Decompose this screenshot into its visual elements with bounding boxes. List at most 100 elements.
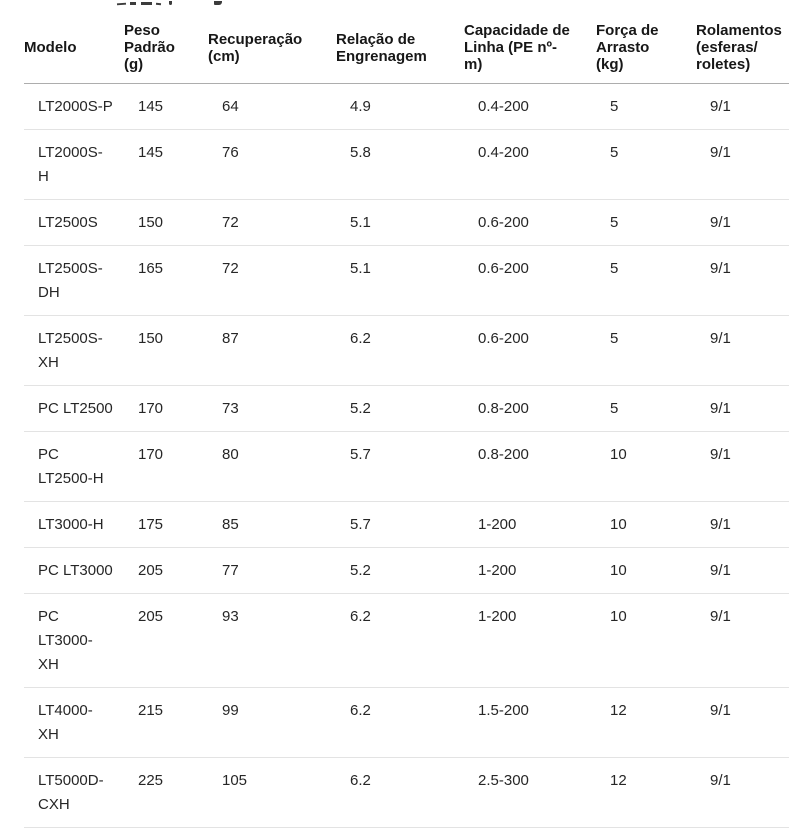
cell-relacao: 5.1	[336, 245, 464, 316]
cell-recuperacao: 77	[208, 547, 336, 594]
cell-capacidade: 0.8-200	[464, 385, 596, 432]
table-row: LT2500S- XH 150 87 6.2 0.6-200 5 9/1	[24, 315, 789, 386]
cell-rolamentos: 9/1	[696, 83, 789, 130]
cell-forca: 5	[596, 385, 696, 432]
reel-specs-table-container: Modelo Peso Padrão (g) Recuperação (cm) …	[24, 8, 789, 828]
cell-forca: 10	[596, 431, 696, 502]
cell-modelo: LT3000-H	[24, 501, 124, 548]
cell-forca: 12	[596, 757, 696, 828]
cell-rolamentos: 9/1	[696, 385, 789, 432]
cell-rolamentos: 9/1	[696, 757, 789, 828]
cell-forca: 5	[596, 315, 696, 386]
cell-capacidade: 0.6-200	[464, 315, 596, 386]
cell-capacidade: 1-200	[464, 501, 596, 548]
table-row: LT3000-H 175 85 5.7 1-200 10 9/1	[24, 501, 789, 548]
table-row: LT2000S- H 145 76 5.8 0.4-200 5 9/1	[24, 129, 789, 200]
cell-recuperacao: 72	[208, 199, 336, 246]
table-row: PC LT2500-H 170 80 5.7 0.8-200 10 9/1	[24, 431, 789, 502]
cell-modelo: LT2000S-P	[24, 83, 124, 130]
cell-modelo: LT5000D- CXH	[24, 757, 124, 828]
column-header-modelo: Modelo	[24, 8, 124, 84]
cell-capacidade: 2.5-300	[464, 757, 596, 828]
cell-recuperacao: 72	[208, 245, 336, 316]
text-remnant-mark	[169, 1, 172, 5]
column-header-recuperacao: Recuperação (cm)	[208, 8, 336, 84]
column-header-relacao: Relação de Engrenagem	[336, 8, 464, 84]
cell-forca: 10	[596, 547, 696, 594]
cell-relacao: 5.8	[336, 129, 464, 200]
cell-modelo: LT2500S- DH	[24, 245, 124, 316]
cell-forca: 5	[596, 129, 696, 200]
table-row: PC LT3000- XH 205 93 6.2 1-200 10 9/1	[24, 593, 789, 688]
cell-relacao: 5.7	[336, 501, 464, 548]
cell-peso: 225	[124, 757, 208, 828]
cell-relacao: 5.2	[336, 385, 464, 432]
column-header-forca: Força de Arrasto (kg)	[596, 8, 696, 84]
specs-table-header: Modelo Peso Padrão (g) Recuperação (cm) …	[24, 8, 789, 84]
clipped-text-fragment	[116, 1, 237, 7]
cell-peso: 205	[124, 547, 208, 594]
cell-relacao: 5.2	[336, 547, 464, 594]
cell-capacidade: 0.6-200	[464, 199, 596, 246]
cell-peso: 175	[124, 501, 208, 548]
cell-peso: 205	[124, 593, 208, 688]
cell-rolamentos: 9/1	[696, 315, 789, 386]
table-row: PC LT3000 205 77 5.2 1-200 10 9/1	[24, 547, 789, 594]
cell-relacao: 5.7	[336, 431, 464, 502]
text-remnant-mark	[155, 2, 162, 6]
cell-peso: 170	[124, 431, 208, 502]
cell-modelo: PC LT3000	[24, 547, 124, 594]
cell-recuperacao: 105	[208, 757, 336, 828]
cell-peso: 145	[124, 83, 208, 130]
cell-rolamentos: 9/1	[696, 547, 789, 594]
cell-modelo: LT2500S- XH	[24, 315, 124, 386]
cell-peso: 150	[124, 199, 208, 246]
cell-capacidade: 0.8-200	[464, 431, 596, 502]
cell-rolamentos: 9/1	[696, 199, 789, 246]
cell-modelo: PC LT2500	[24, 385, 124, 432]
cell-peso: 170	[124, 385, 208, 432]
cell-modelo: LT2500S	[24, 199, 124, 246]
cell-forca: 5	[596, 83, 696, 130]
cell-capacidade: 0.6-200	[464, 245, 596, 316]
cell-rolamentos: 9/1	[696, 501, 789, 548]
cell-capacidade: 0.4-200	[464, 83, 596, 130]
cell-recuperacao: 64	[208, 83, 336, 130]
cell-recuperacao: 73	[208, 385, 336, 432]
cell-capacidade: 0.4-200	[464, 129, 596, 200]
cell-rolamentos: 9/1	[696, 129, 789, 200]
column-header-capacidade: Capacidade de Linha (PE nº- m)	[464, 8, 596, 84]
cell-forca: 12	[596, 687, 696, 758]
text-remnant-mark	[130, 2, 136, 5]
cell-relacao: 6.2	[336, 315, 464, 386]
cell-relacao: 5.1	[336, 199, 464, 246]
cell-forca: 5	[596, 199, 696, 246]
cell-modelo: PC LT3000- XH	[24, 593, 124, 688]
cell-forca: 5	[596, 245, 696, 316]
cell-recuperacao: 80	[208, 431, 336, 502]
cell-relacao: 4.9	[336, 83, 464, 130]
cell-relacao: 6.2	[336, 687, 464, 758]
cell-rolamentos: 9/1	[696, 593, 789, 688]
cell-peso: 215	[124, 687, 208, 758]
cell-recuperacao: 93	[208, 593, 336, 688]
text-remnant-mark	[141, 2, 152, 5]
cell-recuperacao: 85	[208, 501, 336, 548]
table-row: LT2500S- DH 165 72 5.1 0.6-200 5 9/1	[24, 245, 789, 316]
cell-capacidade: 1-200	[464, 547, 596, 594]
cell-peso: 150	[124, 315, 208, 386]
table-row: PC LT2500 170 73 5.2 0.8-200 5 9/1	[24, 385, 789, 432]
cell-peso: 145	[124, 129, 208, 200]
cell-forca: 10	[596, 501, 696, 548]
cell-capacidade: 1.5-200	[464, 687, 596, 758]
column-header-peso: Peso Padrão (g)	[124, 8, 208, 84]
cell-relacao: 6.2	[336, 593, 464, 688]
cell-relacao: 6.2	[336, 757, 464, 828]
cell-modelo: LT4000- XH	[24, 687, 124, 758]
table-row: LT2000S-P 145 64 4.9 0.4-200 5 9/1	[24, 83, 789, 130]
cell-rolamentos: 9/1	[696, 431, 789, 502]
table-row: LT5000D- CXH 225 105 6.2 2.5-300 12 9/1	[24, 757, 789, 828]
cell-modelo: LT2000S- H	[24, 129, 124, 200]
cell-capacidade: 1-200	[464, 593, 596, 688]
table-row: LT2500S 150 72 5.1 0.6-200 5 9/1	[24, 199, 789, 246]
